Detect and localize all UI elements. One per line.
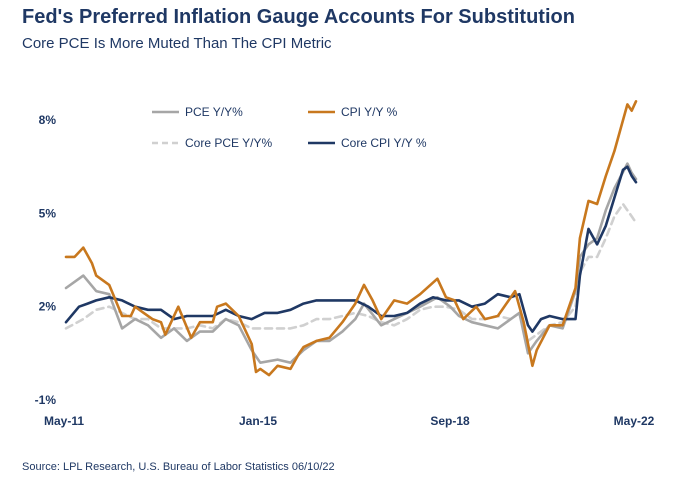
chart-subtitle: Core PCE Is More Muted Than The CPI Metr…	[22, 35, 332, 52]
series-line-core-cpi-y-y	[64, 165, 638, 333]
legend-label: Core CPI Y/Y %	[341, 136, 427, 150]
source-note: Source: LPL Research, U.S. Bureau of Lab…	[22, 461, 335, 473]
legend-label: Core PCE Y/Y%	[185, 136, 272, 150]
x-axis-tick-labels: May-11 Jan-15 Sep-18 May-22	[44, 414, 655, 428]
legend: PCE Y/Y% CPI Y/Y % Core PCE Y/Y% Core CPI Y…	[152, 105, 427, 150]
y-tick-label: 2%	[39, 300, 57, 314]
series-line-core-pce-y-y	[64, 202, 638, 343]
series-lines	[64, 100, 638, 377]
x-tick-label: May-22	[614, 414, 655, 428]
y-tick-label: 5%	[39, 206, 57, 220]
series-line-cpi-y-y	[64, 100, 638, 377]
legend-item: Core PCE Y/Y%	[152, 136, 272, 150]
legend-label: PCE Y/Y%	[185, 105, 243, 119]
legend-item: CPI Y/Y %	[308, 105, 398, 119]
y-axis-tick-labels: -1% 2% 5% 8%	[35, 113, 57, 407]
x-tick-label: May-11	[44, 414, 84, 428]
chart-title: Fed's Preferred Inflation Gauge Accounts…	[22, 6, 575, 28]
y-tick-label: -1%	[35, 393, 57, 407]
series-line-pce-y-y	[64, 162, 638, 364]
legend-label: CPI Y/Y %	[341, 105, 398, 119]
x-tick-label: Sep-18	[430, 414, 470, 428]
legend-item: PCE Y/Y%	[152, 105, 243, 119]
y-tick-label: 8%	[39, 113, 57, 127]
x-tick-label: Jan-15	[239, 414, 277, 428]
legend-item: Core CPI Y/Y %	[308, 136, 427, 150]
